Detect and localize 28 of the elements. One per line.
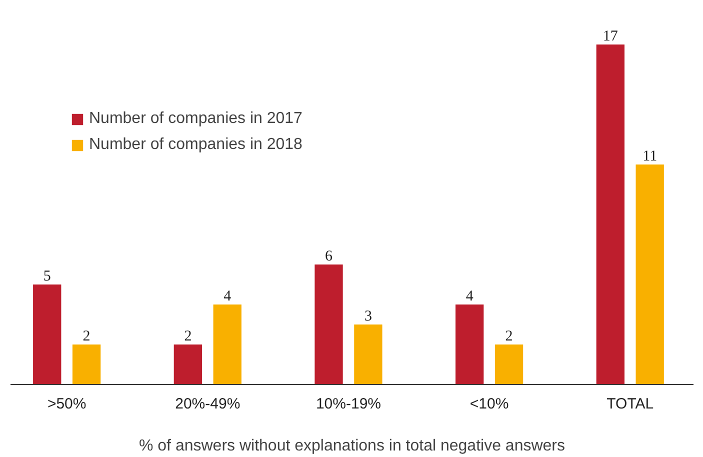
bar <box>33 284 62 384</box>
x-axis-title: % of answers without explanations in total negative answers <box>138 438 566 454</box>
legend-label: Number of companies in 2017 <box>89 110 302 128</box>
data-label: 17 <box>602 28 618 44</box>
legend-label: Number of companies in 2018 <box>89 136 302 154</box>
data-label: 2 <box>505 328 513 344</box>
x-tick-label: >50% <box>47 396 86 412</box>
bar <box>354 324 382 384</box>
bar <box>636 164 664 384</box>
x-tick-label: <10% <box>470 396 509 412</box>
bar <box>456 304 484 384</box>
data-label: 4 <box>224 288 232 304</box>
x-tick-label: 10%-19% <box>316 396 382 412</box>
data-label: 2 <box>82 328 90 344</box>
data-label: 4 <box>466 288 474 304</box>
data-label: 6 <box>325 248 334 264</box>
bar <box>174 344 202 384</box>
bar <box>596 44 624 384</box>
bar <box>314 264 343 384</box>
data-label: 2 <box>184 328 192 344</box>
bar <box>494 344 524 384</box>
data-label: 11 <box>642 148 658 164</box>
x-tick-label: 20%-49% <box>175 396 240 412</box>
data-label: 3 <box>364 308 372 324</box>
data-label: 5 <box>43 268 51 284</box>
bar <box>72 344 101 384</box>
x-tick-label: TOTAL <box>606 396 654 412</box>
bar <box>213 304 242 384</box>
